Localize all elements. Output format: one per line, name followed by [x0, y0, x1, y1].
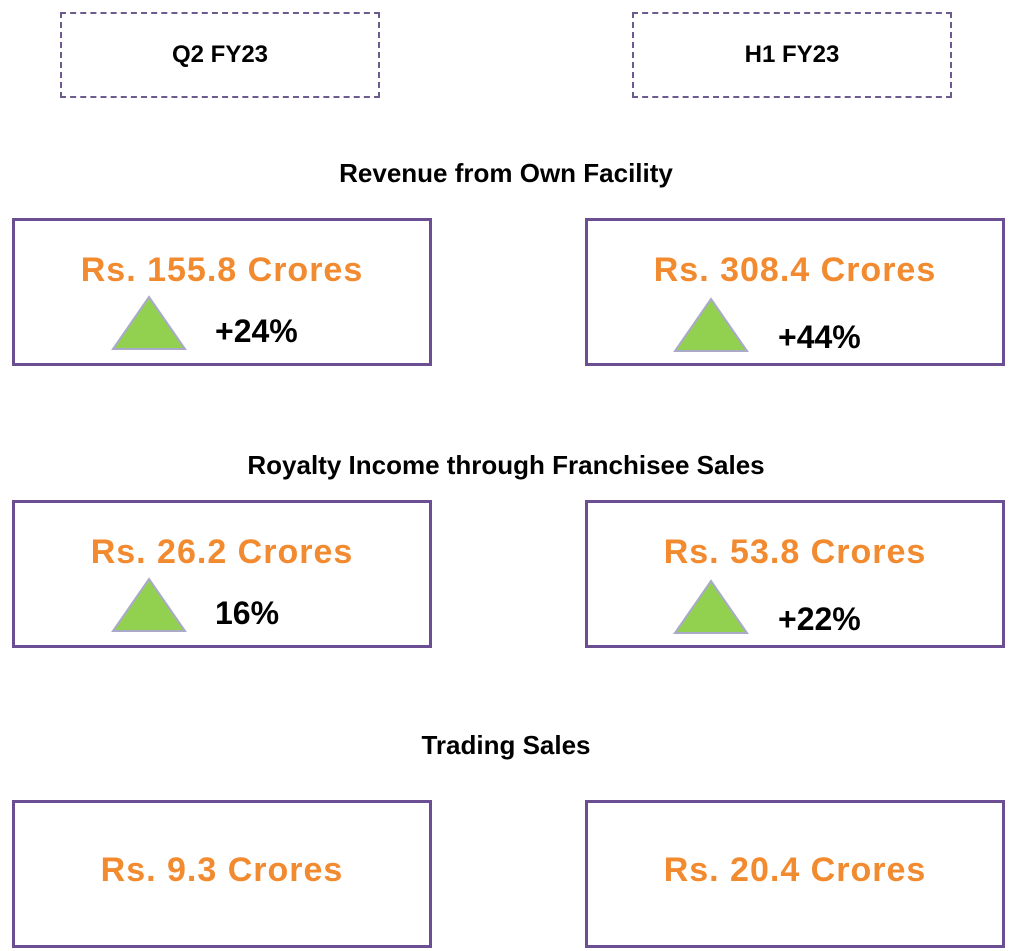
triangle	[673, 297, 749, 352]
up-arrow	[673, 579, 749, 634]
section-title: Trading Sales	[421, 730, 591, 760]
amount: Rs. 26.2 Crores	[90, 533, 354, 571]
up-arrow	[111, 577, 187, 632]
up-arrow	[673, 297, 749, 352]
up-arrow	[111, 295, 187, 350]
amount: Rs. 20.4 Crores	[663, 851, 927, 889]
amount: Rs. 9.3 Crores	[100, 851, 344, 889]
amount: Rs. 308.4 Crores	[653, 251, 937, 289]
metric-box: Rs. 9.3 Crores	[12, 800, 432, 948]
metric-box: Rs. 20.4 Crores	[585, 800, 1005, 948]
metric-box: Rs. 26.2 Crores 16%	[12, 500, 432, 648]
growth: +44%	[778, 319, 861, 355]
metric-box: Rs. 155.8 Crores +24%	[12, 218, 432, 366]
section-title: Royalty Income through Franchisee Sales	[247, 450, 765, 480]
metric-box: Rs. 53.8 Crores +22%	[585, 500, 1005, 648]
period-label: H1 FY23	[632, 12, 952, 98]
triangle	[111, 295, 187, 350]
metric-box: Rs. 308.4 Crores +44%	[585, 218, 1005, 366]
triangle	[673, 579, 749, 634]
triangle	[111, 577, 187, 632]
period-label: Q2 FY23	[60, 12, 380, 98]
amount: Rs. 53.8 Crores	[663, 533, 927, 571]
growth: +24%	[215, 313, 298, 349]
amount: Rs. 155.8 Crores	[80, 251, 364, 289]
growth: 16%	[215, 595, 280, 631]
growth: +22%	[778, 601, 861, 637]
section-title: Revenue from Own Facility	[339, 158, 673, 188]
